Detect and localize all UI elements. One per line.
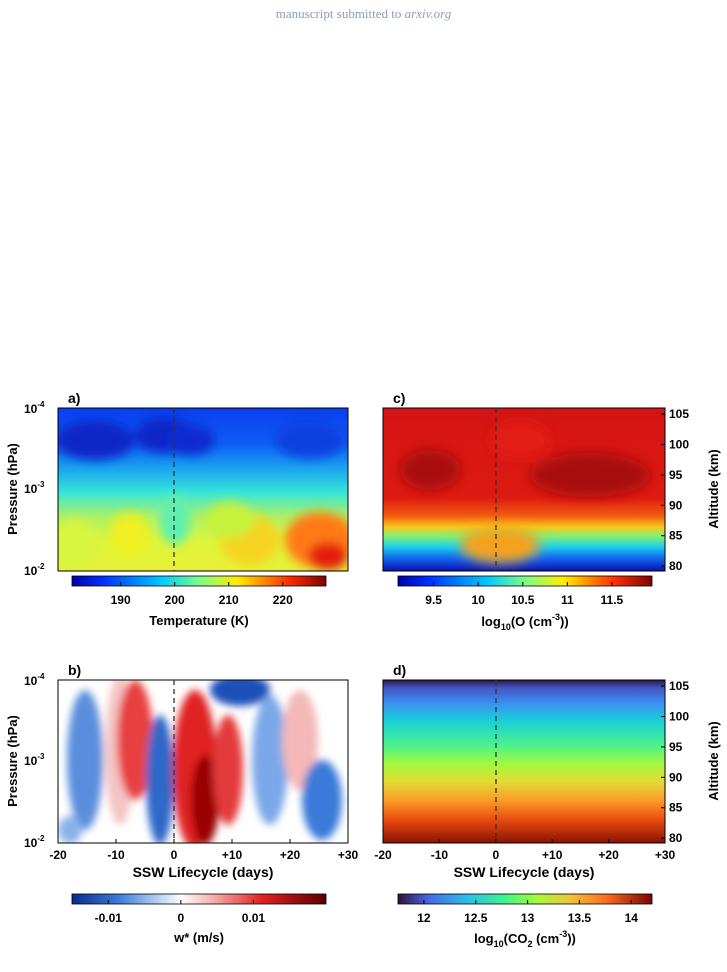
x-tick-label: -10 [431,848,449,862]
panel-a-ylabel: Pressure (hPa) [5,443,20,535]
x-tick-label: +10 [222,848,243,862]
svg-text:10-3: 10-3 [24,752,45,768]
colorbar-tick-label: 11 [561,593,574,607]
colorbar-co2 [397,893,653,905]
colorbar-tick-label: 10 [472,593,486,607]
x-tick-label: +30 [655,848,676,862]
panel-b-heatmap [58,680,348,843]
panel-d-label: d) [393,662,406,678]
colorbar-w-star [71,893,327,905]
colorbar-oxygen-label: log10(O (cm-3)) [481,612,568,632]
colorbar-w-label: w* (m/s) [173,930,224,945]
svg-text:10-3: 10-3 [24,480,45,496]
altitude-tick-label: 105 [669,679,689,693]
colorbar-tick-label: -0.01 [95,911,123,925]
colorbar-tick-label: 11.5 [601,593,624,607]
x-tick-label: +20 [280,848,301,862]
panel-c-label: c) [393,390,405,406]
altitude-tick-label: 80 [669,831,683,845]
panel-c-ylabel: Altitude (km) [706,449,721,528]
x-tick-label: -20 [374,848,392,862]
panel-b-ylabel: Pressure (hPa) [5,715,20,807]
header-journal: arxiv.org [404,6,452,21]
colorbar-tick-label: 12.5 [464,911,488,925]
colorbar-oxygen-ticks: 9.5 10 10.5 11 11.5 [425,582,624,607]
panel-d-x-ticks: -20 -10 0 +10 +20 +30 [374,839,676,862]
page-header: manuscript submitted to arxiv.org [0,6,727,22]
panel-a-label: a) [68,390,80,406]
panel-a-frame [57,407,349,572]
x-tick-label: -20 [49,848,67,862]
colorbar-tick-label: 190 [111,593,131,607]
colorbar-tick-label: 210 [219,593,239,607]
colorbar-co2-ticks: 12 12.5 13 13.5 14 [417,900,638,925]
altitude-tick-label: 100 [669,437,689,451]
altitude-tick-label: 90 [669,498,683,512]
svg-text:10-2: 10-2 [24,562,45,578]
colorbar-temperature-label: Temperature (K) [149,613,248,628]
colorbar-tick-label: 13.5 [568,911,592,925]
colorbar-tick-label: 10.5 [511,593,535,607]
colorbar-tick-label: 13 [521,911,535,925]
colorbar-w-ticks: -0.01 0 0.01 [95,900,266,925]
panel-a-y-ticks: 10-4 10-3 10-2 [24,400,45,578]
colorbar-tick-label: 14 [625,911,639,925]
panel-c-y-ticks: 105 100 95 90 85 80 [661,407,689,573]
x-tick-label: +30 [338,848,359,862]
panel-c-heatmap [383,408,665,571]
altitude-tick-label: 85 [669,801,683,815]
panel-a-heatmap [58,408,348,571]
x-tick-label: 0 [492,848,499,862]
panel-b-label: b) [68,662,81,678]
altitude-tick-label: 85 [669,529,683,543]
colorbar-tick-label: 12 [417,911,431,925]
x-tick-label: 0 [171,848,178,862]
colorbar-tick-label: 9.5 [425,593,442,607]
altitude-tick-label: 100 [669,709,689,723]
panel-b-y-ticks: 10-4 10-3 10-2 [24,672,45,850]
panel-b-xlabel: SSW Lifecycle (days) [133,864,274,880]
colorbar-temperature [71,575,327,587]
altitude-tick-label: 95 [669,468,683,482]
x-tick-label: -10 [107,848,125,862]
panel-d-y-ticks: 105 100 95 90 85 80 [661,679,689,845]
colorbar-tick-label: 0 [178,911,185,925]
panel-d-frame [382,679,666,844]
x-tick-label: +20 [598,848,619,862]
header-prefix: manuscript submitted to [275,6,402,21]
altitude-tick-label: 90 [669,770,683,784]
colorbar-temperature-ticks: 190 200 210 220 [111,582,293,607]
svg-text:10-2: 10-2 [24,834,45,850]
panel-d-heatmap [383,680,665,843]
x-tick-label: +10 [542,848,563,862]
altitude-tick-label: 105 [669,407,689,421]
panel-d-xlabel: SSW Lifecycle (days) [454,864,595,880]
svg-text:10-4: 10-4 [24,400,45,416]
colorbar-tick-label: 200 [165,593,185,607]
colorbar-tick-label: 220 [273,593,293,607]
svg-text:10-4: 10-4 [24,672,45,688]
colorbar-co2-label: log10(CO2 (cm-3)) [474,929,576,949]
altitude-tick-label: 95 [669,740,683,754]
altitude-tick-label: 80 [669,559,683,573]
panel-c-frame [382,407,666,572]
panel-b-frame [57,679,349,844]
colorbar-tick-label: 0.01 [242,911,266,925]
panel-b-x-ticks: -20 -10 0 +10 +20 +30 [49,839,359,862]
colorbar-oxygen [397,575,653,587]
panel-d-ylabel: Altitude (km) [706,721,721,800]
